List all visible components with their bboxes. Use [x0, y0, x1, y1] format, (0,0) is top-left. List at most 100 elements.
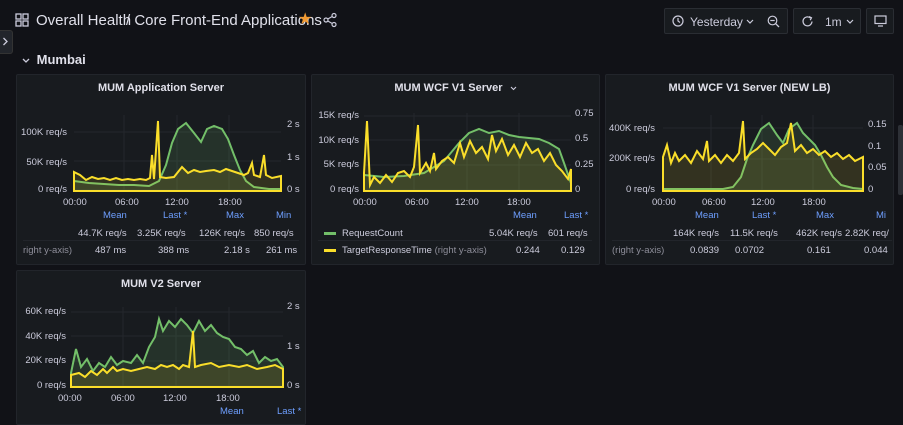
series-area-yellow: [73, 120, 282, 192]
legend-series-axis-note: (right y-axis): [434, 245, 487, 256]
monitor-icon: [874, 15, 887, 27]
legend-header[interactable]: Last *: [752, 210, 777, 221]
chevron-right-icon: [3, 37, 8, 46]
legend-value: 2.18 s: [224, 245, 250, 256]
x-axis-tick: 12:00: [455, 197, 479, 208]
y-axis-left-tick: 0 req/s: [37, 184, 67, 195]
x-axis-tick: 18:00: [507, 197, 531, 208]
legend-value: 3.25K req/s: [137, 228, 186, 239]
series-area-green: [73, 121, 282, 192]
time-range-label: Yesterday: [690, 15, 743, 29]
x-axis-tick: 18:00: [218, 197, 242, 208]
y-axis-left-tick: 50K req/s: [26, 157, 67, 168]
series-area-green: [662, 121, 864, 192]
legend-value: 5.04K req/s: [489, 228, 538, 239]
x-axis-tick: 00:00: [63, 197, 87, 208]
x-axis-tick: 00:00: [58, 393, 82, 404]
apps-icon[interactable]: [15, 13, 29, 27]
legend-header[interactable]: Last *: [163, 210, 188, 221]
y-axis-right-tick: 1 s: [287, 341, 300, 352]
y-axis-left-tick: 10K req/s: [318, 135, 359, 146]
x-axis-tick: 00:00: [652, 197, 676, 208]
sidemenu-toggle[interactable]: [0, 30, 13, 54]
timeseries-graph[interactable]: [70, 307, 284, 388]
panel-mum-wcf-v1-server[interactable]: MUM WCF V1 Server 15K req/s 10K req/s 5K…: [311, 74, 600, 265]
legend-header[interactable]: Mean: [220, 406, 244, 417]
legend-series-item[interactable]: TargetResponseTime (right y-axis): [324, 245, 487, 256]
legend-header[interactable]: Mi: [876, 210, 887, 221]
y-axis-right-tick: 2 s: [287, 301, 300, 312]
y-axis-left-tick: 15K req/s: [318, 110, 359, 121]
panel-mum-wcf-v1-server-new-lb[interactable]: MUM WCF V1 Server (NEW LB) 400K req/s 20…: [605, 74, 894, 265]
zoom-out-icon[interactable]: [767, 15, 780, 28]
legend-divider: [23, 240, 299, 241]
legend-color-swatch: [324, 231, 336, 235]
share-icon[interactable]: [322, 12, 338, 28]
page-scrollbar[interactable]: [898, 125, 903, 195]
y-axis-right-tick: 0.05: [868, 162, 887, 173]
refresh-picker[interactable]: 1m: [793, 8, 861, 34]
x-axis-tick: 06:00: [702, 197, 726, 208]
legend-value: 164K req/s: [673, 228, 719, 239]
tv-mode-button[interactable]: [866, 8, 894, 34]
legend-header[interactable]: Mean: [695, 210, 719, 221]
panel-title[interactable]: MUM WCF V1 Server: [312, 82, 599, 94]
legend-header[interactable]: Min: [276, 210, 292, 221]
x-axis-tick: 12:00: [163, 393, 187, 404]
legend-header[interactable]: Mean: [513, 210, 537, 221]
row-header-mumbai[interactable]: Mumbai: [22, 52, 86, 67]
legend-header[interactable]: Max: [816, 210, 834, 221]
legend-value: 388 ms: [158, 245, 190, 256]
clock-icon: [672, 15, 684, 27]
y-axis-right-tick: 0.25: [575, 159, 594, 170]
y-axis-right-tick: 0 s: [287, 184, 300, 195]
x-axis-tick: 06:00: [111, 393, 135, 404]
legend-header[interactable]: Last *: [564, 210, 589, 221]
panel-title-text: MUM WCF V1 Server: [394, 82, 503, 94]
panel-title[interactable]: MUM V2 Server: [120, 278, 202, 290]
legend-header[interactable]: Last *: [277, 406, 302, 417]
timeseries-graph[interactable]: [363, 113, 572, 192]
timeseries-graph[interactable]: [73, 115, 282, 192]
x-axis-tick: 00:00: [353, 197, 377, 208]
y-axis-left-tick: 0 req/s: [36, 380, 66, 391]
refresh-interval-label: 1m: [825, 15, 842, 29]
refresh-icon[interactable]: [801, 15, 814, 28]
legend-value: 850 req/s: [254, 228, 294, 239]
time-range-picker[interactable]: Yesterday: [664, 8, 788, 34]
series-area-yellow: [70, 330, 284, 388]
row-title: Mumbai: [36, 52, 86, 67]
breadcrumb-dashboard[interactable]: / Core Front-End Applications: [126, 12, 322, 29]
y-axis-left-tick: 20K req/s: [25, 355, 66, 366]
y-axis-left-tick: 40K req/s: [25, 331, 66, 342]
panel-mum-v2-server[interactable]: MUM V2 Server 60K req/s 40K req/s 20K re…: [16, 270, 306, 425]
panel-title[interactable]: MUM Application Server: [97, 82, 225, 94]
legend-value: 0.129: [561, 245, 585, 256]
legend-series-label[interactable]: (right y-axis): [612, 245, 665, 256]
breadcrumb-folder[interactable]: Overall Health: [36, 12, 132, 29]
y-axis-left-tick: 0 req/s: [625, 184, 655, 195]
legend-series-name: TargetResponseTime: [342, 245, 432, 256]
series-area-yellow: [363, 120, 572, 192]
legend-value: 0.244: [516, 245, 540, 256]
top-navbar: Overall Health / Core Front-End Applicat…: [0, 0, 903, 44]
legend-header[interactable]: Max: [226, 210, 244, 221]
legend-color-swatch: [324, 248, 336, 252]
legend-series-label[interactable]: right y-axis): [23, 245, 73, 256]
y-axis-left-tick: 100K req/s: [21, 127, 67, 138]
x-axis-tick: 06:00: [405, 197, 429, 208]
legend-value: 462K req/s: [796, 228, 842, 239]
panel-title[interactable]: MUM WCF V1 Server (NEW LB): [668, 82, 831, 94]
legend-header[interactable]: Mean: [103, 210, 127, 221]
star-icon[interactable]: ★: [298, 11, 313, 28]
legend-value: 0.0702: [735, 245, 765, 256]
legend-value: 0.0839: [690, 245, 720, 256]
y-axis-right-tick: 0: [575, 184, 581, 195]
panel-mum-application-server[interactable]: MUM Application Server 100K req/s 50K re…: [16, 74, 306, 265]
legend-value: 11.5K req/s: [730, 228, 778, 239]
y-axis-right-tick: 2 s: [287, 119, 300, 130]
legend-series-item[interactable]: RequestCount: [324, 228, 403, 239]
y-axis-left-tick: 0 req/s: [329, 184, 359, 195]
timeseries-graph[interactable]: [662, 115, 864, 192]
y-axis-right-tick: 1 s: [287, 152, 300, 163]
